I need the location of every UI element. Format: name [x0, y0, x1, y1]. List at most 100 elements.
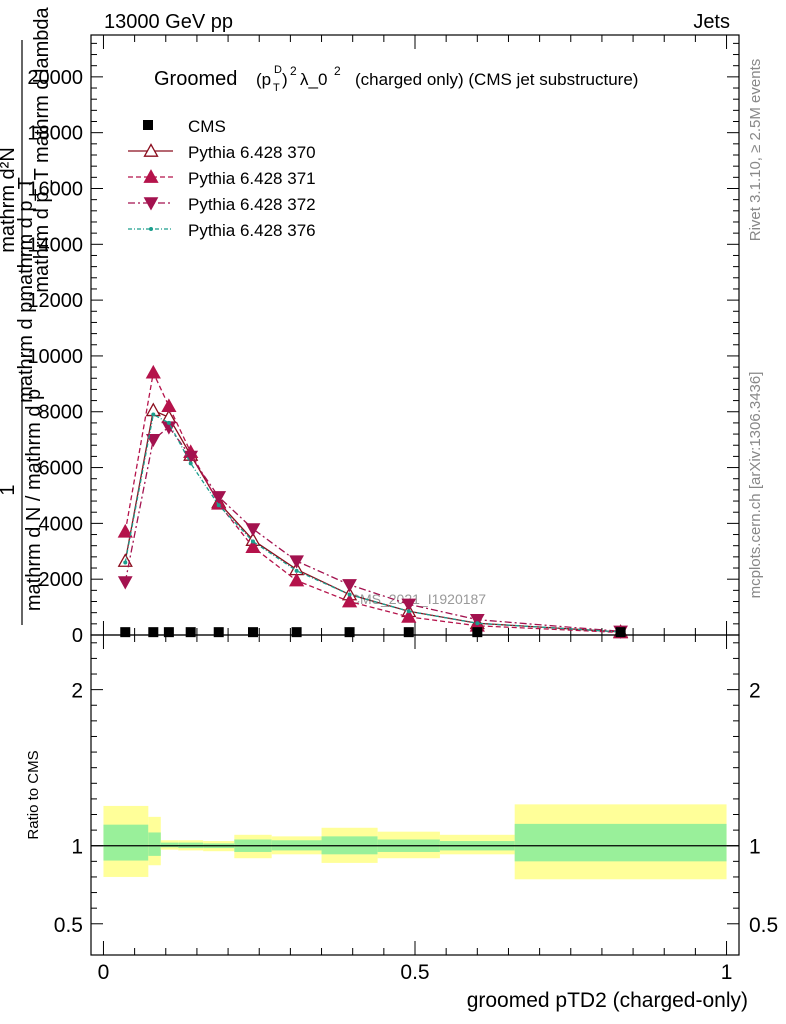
ratio-y-tick-label-right: 0.5 [749, 914, 778, 937]
series-2-point [117, 523, 133, 538]
title-formula-sq2: 2 [334, 64, 341, 78]
x-axis-label: groomed pTD2 (charged-only) [467, 989, 748, 1012]
main-y-tick-label: 4000 [39, 513, 84, 535]
ratio-y-tick-label-right: 1 [749, 836, 761, 859]
title-formula-supD: D [274, 64, 282, 76]
series-4-point [406, 609, 411, 614]
ratio-ylabel: Ratio to CMS [25, 750, 42, 839]
cms-point [120, 627, 131, 638]
title-formula-close: ) [282, 70, 288, 89]
main-y-tick-label: 0 [72, 625, 83, 647]
series-line-3 [124, 426, 621, 633]
legend-label-3: Pythia 6.428 372 [188, 195, 316, 214]
series-3-point [401, 598, 417, 612]
main-y-tick-label: 8000 [39, 402, 84, 424]
legend-marker-2 [143, 169, 159, 183]
ylabel-frac-num: 1 [0, 484, 19, 495]
ratio-y-tick-label: 2 [71, 680, 83, 703]
main-y-tick-label: 2000 [39, 569, 84, 591]
series-4-point [123, 560, 128, 565]
series-4-point [151, 412, 156, 417]
title-formula: (p T D ) 2 λ_0 2 [256, 64, 341, 94]
ylabel-garbled-1: mathrm d²N [0, 147, 19, 253]
legend-label-2: Pythia 6.428 371 [188, 169, 316, 188]
series-4-point [188, 461, 193, 466]
series-3-point [145, 433, 161, 448]
ratio-x-tick-label: 0 [98, 961, 110, 984]
main-y-tick-label: 14000 [27, 234, 83, 256]
cms-point [213, 627, 224, 638]
series-2-point [145, 364, 161, 379]
series-4-point [475, 621, 480, 626]
main-y-tick-label: 12000 [27, 290, 83, 312]
main-y-tick-label: 20000 [27, 67, 83, 89]
ratio-frame [90, 634, 740, 956]
main-series-layer [117, 364, 629, 639]
cms-point [403, 627, 414, 638]
legend-marker-4 [149, 227, 153, 231]
ylabel-garbled-3: mathrm d pmathrm d p_T [15, 177, 37, 403]
cms-point [344, 627, 355, 638]
title-formula-lambda: λ_0 [300, 70, 327, 89]
ratio-panel: 0.5 0.5 1 1 2 2 0 0.5 1 Ratio to CMS groomed pT… [25, 634, 778, 1012]
legend-cms-marker [143, 120, 153, 130]
series-2-point [289, 572, 305, 587]
legend-label-1: Pythia 6.428 370 [188, 143, 316, 162]
ratio-y-ticks: 0.5 0.5 1 1 2 2 [54, 642, 778, 937]
ylabel-garbled-2: mathrm d p_T mathrm d lambda [31, 6, 53, 292]
cms-point [148, 627, 159, 638]
legend: CMS Pythia 6.428 370 Pythia 6.428 371 Pythi… [128, 117, 316, 240]
watermark: CMS_2021_I1920187 [350, 591, 486, 607]
cms-point [163, 627, 174, 638]
main-panel: 0 2000 4000 6000 8000 10000 12000 14000 16000 180… [27, 34, 740, 647]
ratio-band-inner [514, 823, 727, 862]
series-3-point [117, 576, 133, 590]
ratio-x-tick-label: 0.5 [400, 961, 429, 984]
legend-label-4: Pythia 6.428 376 [188, 221, 316, 240]
main-y-tick-label: 18000 [27, 123, 83, 145]
ylabel-frac-den: mathrm d N / mathrm d p [23, 389, 45, 611]
mcplots-label: mcplots.cern.ch [arXiv:1306.3436] [747, 372, 764, 599]
ratio-y-tick-label: 0.5 [54, 914, 83, 937]
cms-point [472, 627, 483, 638]
process-label: Jets [693, 11, 730, 33]
ratio-y-tick-label-right: 2 [749, 680, 761, 703]
cms-data-layer [120, 627, 626, 638]
cms-point [185, 627, 196, 638]
rivet-label: Rivet 3.1.10, ≥ 2.5M events [747, 59, 764, 242]
legend-marker-3 [143, 197, 159, 211]
title-main: Groomed [154, 68, 237, 90]
cms-point [291, 627, 302, 638]
series-2-point [401, 609, 417, 623]
energy-label: 13000 GeV pp [104, 11, 233, 33]
title-rest: (charged only) (CMS jet substructure) [355, 70, 638, 89]
main-y-ticks: 0 2000 4000 6000 8000 10000 12000 14000 16000 180… [27, 42, 739, 647]
ratio-band-inner [160, 842, 179, 848]
series-4-point [347, 592, 352, 597]
series-3-point [211, 491, 227, 505]
main-y-tick-label: 16000 [27, 178, 83, 200]
legend-marker-1 [143, 143, 159, 157]
ratio-x-ticks: 0 0.5 1 [98, 635, 733, 984]
cms-point [248, 627, 258, 638]
main-ylabel: mathrm d²N mathrm d p_T mathrm d lambda … [0, 6, 53, 625]
series-2-point [161, 398, 177, 413]
series-4-point [216, 503, 221, 508]
cms-point [615, 627, 626, 638]
series-4-point [294, 568, 299, 573]
ratio-bands [103, 804, 727, 880]
legend-cms-label: CMS [188, 117, 226, 136]
title-formula-sq: 2 [290, 64, 297, 78]
series-3-point [289, 555, 304, 569]
series-2-point [245, 539, 261, 553]
title-formula-subT: T [273, 82, 280, 94]
ratio-band-inner [148, 832, 161, 856]
series-3-point [342, 579, 357, 593]
ratio-x-tick-label: 1 [721, 961, 733, 984]
series-2-point [341, 593, 358, 608]
series-3-point [469, 613, 485, 628]
series-line-4 [124, 413, 621, 633]
main-y-tick-label: 10000 [27, 346, 83, 368]
ratio-band-inner [103, 824, 149, 861]
